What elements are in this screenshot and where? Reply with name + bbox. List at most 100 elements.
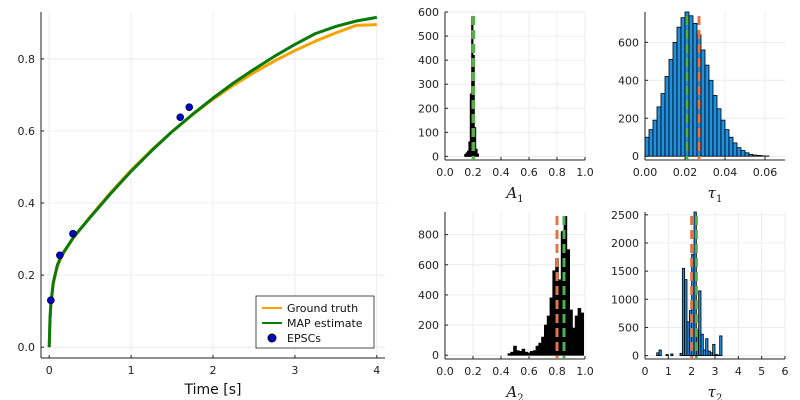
main-xtick-label: 1 xyxy=(128,364,135,377)
hist-bar xyxy=(704,64,710,157)
tau1-xtick-label: 0.00 xyxy=(633,166,658,179)
hist-bar xyxy=(732,142,738,157)
tau1-ytick-label: 400 xyxy=(618,74,639,87)
epsc-point xyxy=(176,113,185,122)
hist-bar xyxy=(698,290,702,357)
tau2-ytick-label: 1500 xyxy=(611,265,639,278)
hist-bar xyxy=(672,41,678,157)
histogram-A2: 0.0 0.2 0.4 0.6 0.8 1.0 0 200 400 600 800 A2 xyxy=(418,212,594,400)
hist-bar xyxy=(656,106,662,157)
main-xtick-label: 2 xyxy=(210,364,217,377)
hist-bar xyxy=(664,76,670,157)
hist-bar xyxy=(748,153,754,157)
histogram-tau2: 0 1 2 3 4 5 6 0 500 1000 1500 2000 2500 τ2 xyxy=(611,209,789,400)
A1-ytick-label: 500 xyxy=(418,30,439,43)
tau1-xtick-label: 0.04 xyxy=(713,166,738,179)
hist-bar xyxy=(541,336,545,356)
hist-bar xyxy=(644,136,650,157)
tau2-xtick-label: 6 xyxy=(782,365,789,378)
A1-ytick-label: 300 xyxy=(418,78,439,91)
hist-bar xyxy=(580,312,584,356)
hist-bar xyxy=(569,309,573,356)
hist-bar xyxy=(684,279,688,357)
series-line-map-estimate xyxy=(47,15,378,348)
histogram-tau1: 0.00 0.02 0.04 0.06 0 200 400 600 τ1 xyxy=(618,11,785,205)
hist-bar xyxy=(700,49,706,157)
hist-bar xyxy=(716,108,722,157)
tau2-x-axis-label: τ2 xyxy=(708,383,723,400)
hist-bar xyxy=(527,352,531,356)
A2-ytick-label: 600 xyxy=(418,259,439,272)
hist-bar xyxy=(558,279,562,356)
hist-bar xyxy=(712,95,718,157)
hist-bar xyxy=(572,327,576,356)
A1-xtick-label: 0.0 xyxy=(436,166,454,179)
hist-bar xyxy=(510,351,514,356)
hist-bar xyxy=(660,93,666,157)
tau2-ytick-label: 0 xyxy=(632,350,639,363)
A2-ytick-label: 200 xyxy=(418,319,439,332)
A2-xtick-label: 0.2 xyxy=(464,365,482,378)
tau2-xtick-label: 3 xyxy=(712,365,719,378)
histogram-A1: 0.0 0.2 0.4 0.6 0.8 1.0 0 100 200 300 400 500 600 A1 xyxy=(418,6,594,205)
A2-xtick-label: 0.6 xyxy=(520,365,538,378)
hist-bar xyxy=(740,150,746,157)
tau1-xtick-label: 0.02 xyxy=(673,166,698,179)
epsc-point xyxy=(185,103,194,111)
hist-bar xyxy=(516,350,520,356)
hist-bar xyxy=(476,153,480,157)
main-legend: Ground truth MAP estimate EPSCs xyxy=(255,295,375,349)
A2-xtick-label: 1.0 xyxy=(576,365,594,378)
A2-ytick-label: 400 xyxy=(418,289,439,302)
hist-bar xyxy=(665,354,669,357)
main-xtick-label: 4 xyxy=(373,364,380,377)
epsc-point xyxy=(69,229,77,238)
hist-bar xyxy=(549,297,554,356)
hist-bar xyxy=(680,17,686,157)
hist-bar xyxy=(524,351,528,356)
A2-ytick-label: 0 xyxy=(432,349,439,362)
tau1-ytick-label: 200 xyxy=(618,112,639,125)
hist-bar xyxy=(530,351,534,356)
tau2-ytick-label: 500 xyxy=(618,321,639,334)
A1-ytick-label: 0 xyxy=(432,150,439,163)
epsc-point xyxy=(56,251,64,260)
A1-xtick-label: 0.8 xyxy=(548,166,566,179)
hist-bar xyxy=(688,15,694,157)
hist-bar xyxy=(670,353,674,357)
tau2-xtick-label: 2 xyxy=(688,365,695,378)
hist-bar xyxy=(544,324,548,356)
legend-label-map-estimate: MAP estimate xyxy=(287,317,363,330)
hist-bar xyxy=(538,342,542,356)
hist-bar xyxy=(708,79,714,157)
A2-x-axis-label: A2 xyxy=(504,383,523,400)
hist-bar xyxy=(546,315,551,356)
A1-ytick-label: 400 xyxy=(418,54,439,67)
hist-bar xyxy=(728,136,734,157)
A1-ytick-label: 100 xyxy=(418,126,439,139)
main-ytick-label: 0.0 xyxy=(18,341,36,354)
A1-xtick-label: 0.2 xyxy=(464,166,482,179)
hist-bar xyxy=(652,119,658,157)
legend-label-ground-truth: Ground truth xyxy=(287,302,358,315)
hist-bar xyxy=(724,129,730,157)
epsc-point xyxy=(47,296,55,305)
hist-bar xyxy=(521,348,526,356)
hist-bar xyxy=(513,345,517,356)
A2-xtick-label: 0.4 xyxy=(492,365,510,378)
hist-bar xyxy=(668,59,674,157)
tau1-ytick-label: 0 xyxy=(632,150,639,163)
tau2-ytick-label: 2500 xyxy=(611,209,639,222)
hist-bar xyxy=(720,119,726,157)
tau2-ytick-label: 2000 xyxy=(611,237,639,250)
A2-xtick-label: 0.8 xyxy=(548,365,566,378)
hist-bar xyxy=(736,147,742,157)
tau2-xtick-label: 1 xyxy=(665,365,672,378)
hist-bar xyxy=(752,154,758,157)
hist-bar xyxy=(535,345,540,356)
hist-bar xyxy=(719,335,723,357)
hist-bar xyxy=(744,152,750,157)
legend-label-epscs: EPSCs xyxy=(287,332,321,345)
tau2-xtick-label: 5 xyxy=(758,365,765,378)
